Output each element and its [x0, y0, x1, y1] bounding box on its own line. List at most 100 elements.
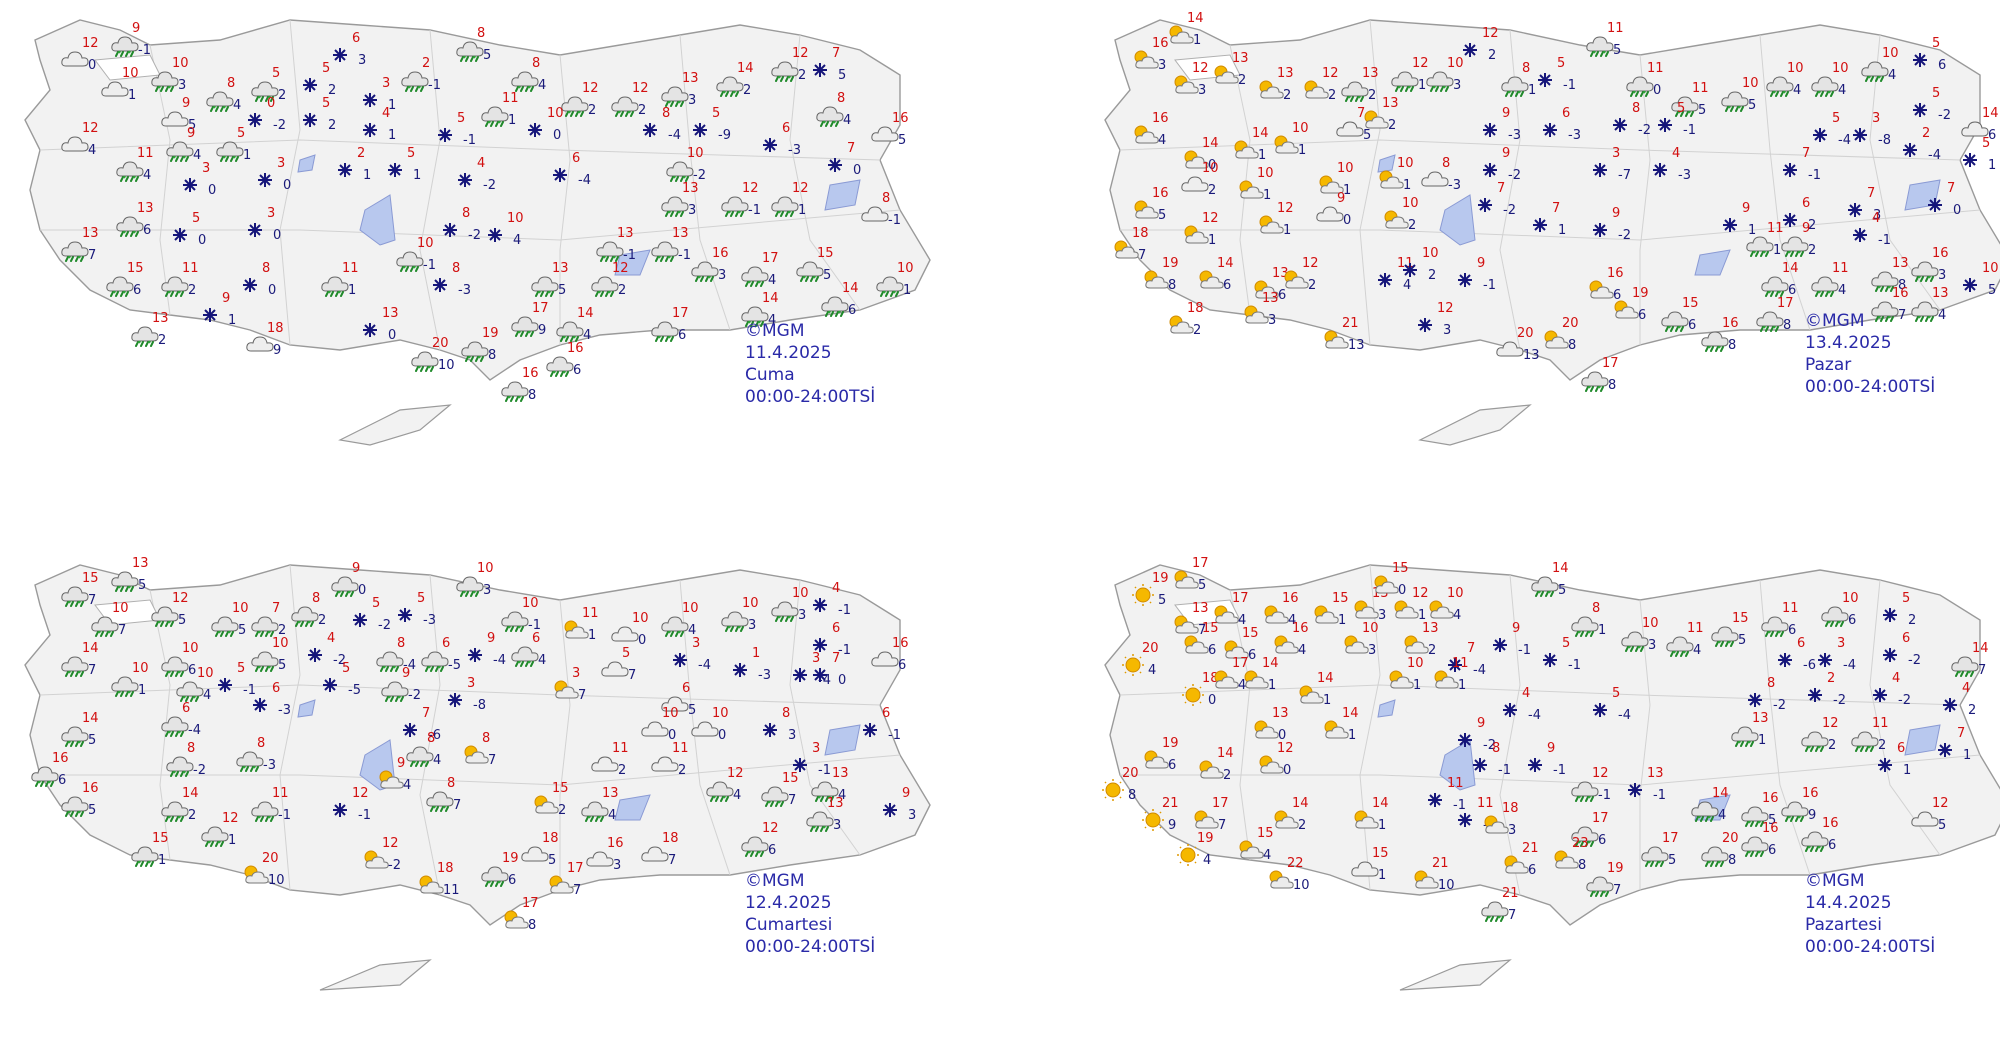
min-temperature: 7: [1898, 308, 1907, 323]
max-temperature: 14: [1252, 126, 1269, 141]
min-temperature: 5: [483, 48, 492, 63]
forecast-station: 15 6: [1180, 621, 1224, 665]
forecast-station: 19 6: [1610, 286, 1654, 330]
max-temperature: 15: [1682, 296, 1699, 311]
max-temperature: 4: [327, 631, 336, 646]
rain-icon: [706, 781, 734, 802]
cloud-icon: [161, 111, 189, 127]
max-temperature: 10: [632, 611, 649, 626]
rain-icon: [1501, 76, 1529, 97]
min-temperature: -2: [1483, 738, 1496, 753]
max-temperature: 16: [567, 341, 584, 356]
min-temperature: 7: [788, 793, 797, 808]
snow-icon: [458, 173, 472, 187]
rain-icon: [511, 646, 539, 667]
min-temperature: -5: [348, 683, 361, 698]
min-temperature: 9: [1808, 808, 1817, 823]
cloud-icon: [641, 721, 669, 737]
forecast-legend: ©MGM 13.4.2025 Pazar 00:00-24:00TSİ: [1805, 310, 1935, 398]
forecast-station: 8 -1: [1470, 741, 1514, 785]
max-temperature: 12: [1412, 586, 1429, 601]
snow-icon: [333, 803, 347, 817]
rain-icon: [166, 141, 194, 162]
cloud-icon: [1421, 171, 1449, 187]
min-temperature: 6: [1598, 833, 1607, 848]
forecast-station: 5 -1: [435, 111, 479, 155]
province-borders: [1119, 564, 1981, 896]
forecast-station: 18 2: [1165, 301, 1209, 345]
partly-cloudy-icon: [1214, 65, 1239, 84]
forecast-station: 10 3: [150, 56, 194, 100]
forecast-station: 10 3: [720, 596, 764, 640]
cyprus-outline: [1399, 959, 1512, 991]
forecast-station: 19 8: [460, 326, 504, 370]
cyprus-outline: [1418, 404, 1532, 446]
rain-icon: [1701, 331, 1729, 352]
max-temperature: 5: [712, 106, 721, 121]
rain-icon: [331, 576, 359, 597]
forecast-station: 16 4: [1130, 111, 1174, 155]
rain-icon: [161, 276, 189, 297]
forecast-station: 17 4: [1210, 591, 1254, 635]
min-temperature: 0: [208, 183, 217, 198]
forecast-station: 13 4: [1910, 286, 1954, 330]
forecast-station: 14 2: [160, 786, 204, 830]
min-temperature: 1: [388, 98, 397, 113]
min-temperature: -4: [578, 173, 591, 188]
min-temperature: 4: [193, 148, 202, 163]
rain-icon: [1821, 606, 1849, 627]
partly-cloudy-icon: [1304, 80, 1329, 99]
min-temperature: 2: [318, 613, 327, 628]
max-temperature: 11: [1687, 621, 1704, 636]
rain-icon: [291, 606, 319, 627]
snow-icon: [248, 113, 262, 127]
min-temperature: 2: [1328, 88, 1337, 103]
snow-icon: [1483, 123, 1497, 137]
forecast-station: 6 -5: [420, 636, 464, 680]
partly-cloudy-icon: [1144, 270, 1169, 289]
snow-icon: [693, 123, 707, 137]
rain-icon: [651, 241, 679, 262]
forecast-station: 11 2: [1850, 716, 1894, 760]
min-temperature: 7: [453, 798, 462, 813]
min-temperature: 5: [823, 268, 832, 283]
max-temperature: 6: [832, 621, 841, 636]
min-temperature: -1: [1483, 278, 1496, 293]
snow-icon: [1448, 658, 1462, 672]
forecast-station: 16 5: [1740, 791, 1784, 835]
copyright-label: ©MGM: [1805, 311, 1865, 331]
snow-icon: [258, 173, 272, 187]
max-temperature: 11: [1477, 796, 1494, 811]
max-temperature: 4: [1672, 146, 1681, 161]
forecast-station: 3 -4: [790, 651, 834, 695]
max-temperature: 10: [1787, 61, 1804, 76]
min-temperature: 6: [1988, 128, 1997, 143]
max-temperature: 14: [1782, 261, 1799, 276]
min-temperature: 4: [433, 753, 442, 768]
partly-cloudy-icon: [1184, 225, 1209, 244]
max-temperature: 5: [407, 146, 416, 161]
max-temperature: 9: [1502, 106, 1511, 121]
min-temperature: 3: [1268, 313, 1277, 328]
max-temperature: 16: [1152, 36, 1169, 51]
min-temperature: 5: [558, 283, 567, 298]
max-temperature: 12: [792, 46, 809, 61]
forecast-station: 9 -3: [1480, 106, 1524, 150]
min-temperature: 8: [528, 918, 537, 933]
min-temperature: 1: [1263, 188, 1272, 203]
max-temperature: 17: [1232, 656, 1249, 671]
rain-icon: [591, 276, 619, 297]
forecast-station: 12 1: [770, 181, 814, 225]
rain-icon: [61, 241, 89, 262]
forecast-station: 12 0: [1255, 741, 1299, 785]
forecast-station: 14 7: [1950, 641, 1994, 685]
